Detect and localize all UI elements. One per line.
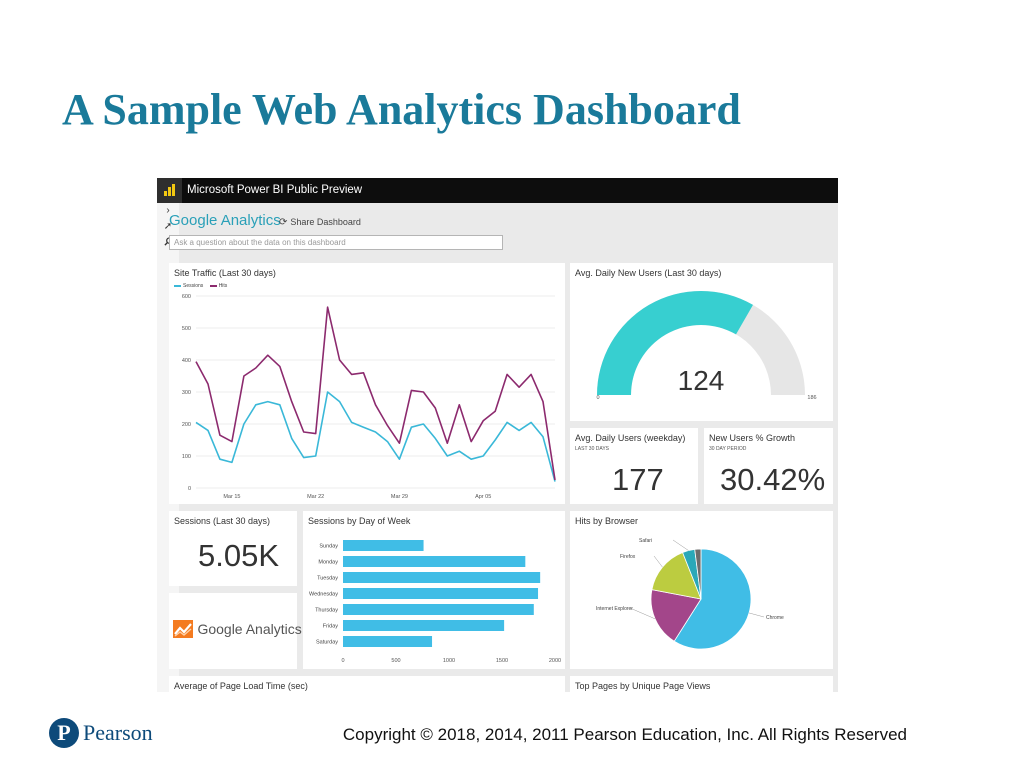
expand-arrow-icon[interactable]: ➚ — [163, 221, 173, 232]
y-tick-label: 0 — [188, 486, 191, 492]
y-tick-label: 100 — [182, 454, 191, 460]
bar-tuesday — [343, 572, 541, 583]
hits-by-browser-tile[interactable]: Hits by Browser Chrome Internet Explorer F… — [570, 511, 833, 669]
pie-slice-other — [694, 548, 702, 600]
analytics-logo-icon — [173, 620, 193, 638]
y-tick-label: 500 — [182, 326, 191, 332]
slide-title: A Sample Web Analytics Dashboard — [62, 85, 741, 134]
x-tick-label: 0 — [341, 658, 344, 664]
bar-wednesday — [343, 588, 539, 599]
bar-category-label: Thursday — [315, 608, 338, 614]
pie-label: Chrome — [766, 615, 784, 621]
logo-text: Google Analytics — [197, 621, 302, 637]
site-traffic-chart: 0 100 200 300 400 500 600 Mar 15 Mar 22 Mar 29 Apr… — [182, 294, 556, 500]
chevron-right-icon[interactable]: › — [166, 205, 170, 216]
bar-category-label: Tuesday — [317, 576, 338, 582]
series-line-hits — [195, 306, 556, 481]
bar-sunday — [343, 540, 424, 551]
tile-title: Sessions (Last 30 days) — [174, 516, 271, 526]
pearson-logo: P Pearson — [49, 718, 153, 748]
x-tick-label: 1500 — [496, 658, 508, 664]
bar-friday — [343, 620, 505, 631]
site-traffic-tile[interactable]: Site Traffic (Last 30 days) Sessions Hit… — [169, 263, 565, 504]
bar-category-label: Saturday — [316, 640, 338, 646]
bar-category-label: Sunday — [319, 544, 338, 550]
sessions-by-day-tile[interactable]: Sessions by Day of Week Sunday Monday Tues… — [303, 511, 565, 669]
x-tick-label: 2000 — [549, 658, 561, 664]
bar-category-label: Friday — [323, 624, 339, 630]
gauge-min-label: 0 — [596, 395, 599, 401]
dashboard-screenshot: Microsoft Power BI Public Preview › ➚ Go… — [157, 178, 838, 692]
gauge-max-label: 186 — [807, 395, 816, 401]
sessions-tile[interactable]: Sessions (Last 30 days) 5.05K — [169, 511, 297, 586]
x-tick-label: Mar 15 — [223, 494, 240, 500]
pie-label: Safari — [639, 538, 652, 544]
kpi-value: 30.42% — [720, 462, 826, 497]
bar-category-label: Monday — [318, 560, 338, 566]
new-users-gauge: 124 0 186 — [596, 291, 817, 401]
x-tick-label: 1000 — [443, 658, 455, 664]
top-bar: Microsoft Power BI Public Preview — [157, 178, 838, 203]
y-tick-label: 200 — [182, 422, 191, 428]
pie-slice-firefox — [651, 551, 702, 600]
google-analytics-logo-tile[interactable]: Google Analytics — [169, 593, 302, 669]
tile-title: Avg. Daily New Users (Last 30 days) — [575, 268, 722, 278]
pearson-mark-icon: P — [49, 718, 79, 748]
tile-title: Hits by Browser — [575, 516, 639, 526]
bar-category-label: Wednesday — [309, 592, 338, 598]
tile-subtitle: LAST 30 DAYS — [575, 446, 609, 452]
bar-monday — [343, 556, 526, 567]
tile-title: Sessions by Day of Week — [308, 516, 411, 526]
x-tick-label: Mar 29 — [391, 494, 408, 500]
new-users-tile[interactable]: Avg. Daily New Users (Last 30 days) 124 0… — [570, 263, 833, 421]
pie-label: Firefox — [620, 554, 636, 560]
dashboard-title: Google Analytics — [169, 212, 281, 229]
share-dashboard-button[interactable]: ⟳ Share Dashboard — [279, 217, 361, 228]
legend-sessions: Sessions — [183, 283, 204, 289]
sessions-by-day-chart: Sunday Monday Tuesday Wednesday Thursday Frid… — [309, 540, 561, 664]
kpi-value: 5.05K — [198, 538, 280, 573]
pie-label: Internet Explorer — [596, 606, 633, 612]
pie-leader-line — [629, 607, 656, 620]
hits-by-browser-chart: Chrome Internet Explorer Firefox Safari — [596, 538, 784, 650]
gauge-value: 124 — [678, 365, 725, 396]
x-tick-label: Mar 22 — [307, 494, 324, 500]
tile-title: New Users % Growth — [709, 433, 796, 443]
series-line-sessions — [195, 391, 556, 482]
pie-leader-line — [672, 539, 689, 551]
new-users-growth-tile[interactable]: New Users % Growth 30 DAY PERIOD 30.42% — [704, 428, 833, 504]
pie-leader-line — [748, 612, 765, 618]
pie-slice-internet-explorer — [650, 589, 702, 642]
tile-title: Site Traffic (Last 30 days) — [174, 268, 276, 278]
bar-saturday — [343, 636, 433, 647]
y-tick-label: 300 — [182, 390, 191, 396]
tile-title: Avg. Daily Users (weekday) — [575, 433, 686, 443]
chart-legend: Sessions Hits — [174, 283, 227, 289]
top-pages-tile[interactable]: Top Pages by Unique Page Views — [570, 676, 833, 692]
bar-thursday — [343, 604, 534, 615]
tile-subtitle: 30 DAY PERIOD — [709, 446, 747, 452]
page-load-tile[interactable]: Average of Page Load Time (sec) — [169, 676, 565, 692]
legend-hits: Hits — [218, 283, 228, 289]
gauge-fill — [597, 291, 753, 395]
share-icon: ⟳ — [279, 217, 288, 228]
y-tick-label: 400 — [182, 358, 191, 364]
share-label: Share Dashboard — [290, 217, 361, 227]
x-tick-label: Apr 05 — [475, 494, 491, 500]
kpi-value: 177 — [612, 462, 664, 497]
qa-input[interactable]: Ask a question about the data on this da… — [169, 235, 503, 250]
google-analytics-logo: Google Analytics — [173, 620, 302, 638]
tile-title: Average of Page Load Time (sec) — [174, 681, 308, 691]
app-title: Microsoft Power BI Public Preview — [187, 184, 363, 196]
y-tick-label: 600 — [182, 294, 191, 300]
pearson-wordmark: Pearson — [83, 720, 153, 745]
copyright-text: Copyright © 2018, 2014, 2011 Pearson Edu… — [342, 725, 907, 744]
tile-title: Top Pages by Unique Page Views — [575, 681, 711, 691]
avg-daily-users-tile[interactable]: Avg. Daily Users (weekday) LAST 30 DAYS … — [570, 428, 698, 504]
pie-leader-line — [653, 555, 663, 568]
x-tick-label: 500 — [391, 658, 400, 664]
power-bi-logo-icon[interactable] — [157, 178, 182, 203]
qa-placeholder: Ask a question about the data on this da… — [174, 238, 346, 247]
